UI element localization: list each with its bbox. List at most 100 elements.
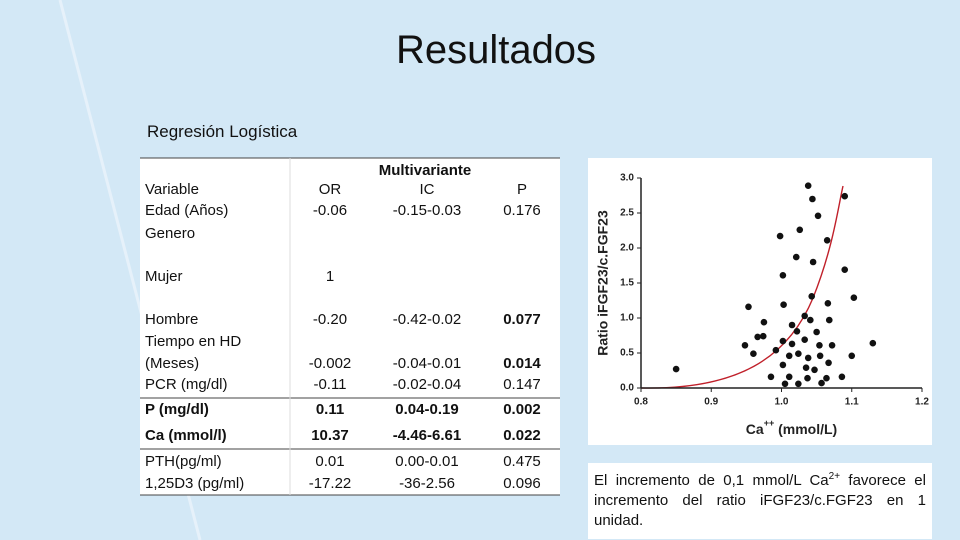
cell: 0.176 — [503, 202, 541, 219]
y-tick-label: 1.0 — [620, 313, 634, 324]
caption-text: El incremento de 0,1 mmol/L Ca — [594, 472, 829, 489]
point — [776, 232, 784, 240]
point — [759, 332, 767, 340]
point — [804, 374, 811, 382]
cell: -0.02-0.04 — [393, 376, 461, 393]
point — [823, 374, 830, 382]
point — [850, 294, 858, 301]
cell: -4.46-6.61 — [393, 427, 461, 444]
cell: 0.00-0.01 — [395, 453, 458, 470]
x-tick-label: 1.0 — [775, 397, 789, 408]
point — [818, 379, 825, 387]
point — [741, 342, 749, 349]
point — [809, 258, 817, 266]
x-axis-label-part: ++ — [764, 418, 775, 428]
cell: 0.002 — [503, 401, 541, 418]
cell: 0.475 — [503, 453, 541, 470]
cell: 1 — [326, 268, 334, 285]
x-axis-label: Ca++ (mmol/L) — [746, 418, 837, 436]
group-header: Multivariante — [379, 162, 472, 179]
cell: -0.15-0.03 — [393, 202, 461, 219]
x-axis-label-part: (mmol/L) — [774, 421, 837, 437]
point — [801, 312, 808, 320]
point — [841, 266, 849, 273]
cell: -0.002 — [309, 355, 352, 372]
point — [848, 352, 856, 360]
point — [792, 253, 800, 261]
point — [785, 352, 793, 360]
point — [816, 342, 823, 349]
cell: 0.147 — [503, 376, 541, 393]
cell: -0.06 — [313, 202, 347, 219]
point — [795, 350, 802, 357]
x-tick-label: 0.9 — [704, 397, 718, 408]
x-axis-label-part: Ca — [746, 421, 764, 437]
point — [750, 350, 757, 357]
cell: 10.37 — [311, 427, 349, 444]
cell: 0.01 — [315, 453, 344, 470]
y-tick-label: 0.5 — [620, 348, 634, 359]
point — [754, 333, 761, 341]
caption-text: favorece el incremento del ratio iFGF23/… — [594, 472, 926, 529]
point — [801, 336, 808, 343]
row-label: Ca (mmol/l) — [145, 427, 227, 444]
point — [779, 272, 787, 279]
point — [804, 182, 812, 189]
point — [785, 373, 793, 381]
point — [825, 316, 833, 324]
cell: 0.04-0.19 — [395, 401, 458, 418]
point — [813, 328, 820, 336]
point — [788, 340, 796, 348]
cell: 0.096 — [503, 475, 541, 492]
point — [807, 316, 814, 324]
point — [825, 359, 832, 367]
table-bg — [140, 158, 560, 495]
x-tick-label: 1.1 — [845, 397, 859, 408]
point — [780, 301, 787, 308]
header-cell: OR — [319, 181, 342, 198]
row-label: PCR (mg/dl) — [145, 376, 228, 393]
row-label: Tiempo en HD (Meses) — [145, 333, 241, 372]
results-table: Multivariante Variable OR IC P Edad (Año… — [140, 157, 560, 496]
row-label: Genero — [145, 225, 195, 242]
header-cell: Variable — [145, 181, 199, 198]
point — [828, 342, 836, 349]
point — [672, 365, 680, 373]
cell: -36-2.56 — [399, 475, 455, 492]
point — [811, 366, 818, 374]
cell: -0.04-0.01 — [393, 355, 461, 372]
point — [816, 352, 824, 360]
cell: 0.014 — [503, 355, 541, 372]
header-cell: IC — [420, 181, 435, 198]
point — [838, 373, 846, 381]
y-axis-label: Ratio iFGF23/c.FGF23 — [595, 210, 611, 356]
row-label: Hombre — [145, 311, 198, 328]
row-label: P (mg/dl) — [145, 401, 209, 418]
row-label: Mujer — [145, 268, 183, 285]
y-tick-label: 2.5 — [620, 208, 634, 219]
row-label: 1,25D3 (pg/ml) — [145, 475, 244, 492]
scatter-chart: 0.0 0.5 1.0 1.5 2.0 2.5 3.0 0.8 0.9 1.0 1.1 1.2 Rati… — [588, 158, 932, 445]
x-tick-label: 0.8 — [634, 397, 648, 408]
x-tick-label: 1.2 — [915, 397, 929, 408]
y-tick-label: 3.0 — [620, 173, 634, 184]
cell: 0.11 — [316, 401, 344, 418]
point — [823, 237, 831, 244]
caption-sup: 2+ — [828, 471, 841, 482]
point — [781, 380, 789, 388]
point — [804, 354, 812, 362]
fit-curve — [640, 185, 844, 389]
point — [788, 321, 796, 329]
header-cell: P — [517, 181, 527, 198]
row-label: Edad (Años) — [145, 202, 228, 219]
cell: -17.22 — [309, 475, 352, 492]
point — [779, 337, 787, 345]
point — [779, 361, 787, 369]
point — [809, 195, 816, 203]
row-label: PTH(pg/ml) — [145, 453, 222, 470]
point — [795, 380, 802, 388]
point — [796, 226, 804, 234]
point — [745, 303, 752, 311]
cell: 0.077 — [503, 311, 541, 328]
